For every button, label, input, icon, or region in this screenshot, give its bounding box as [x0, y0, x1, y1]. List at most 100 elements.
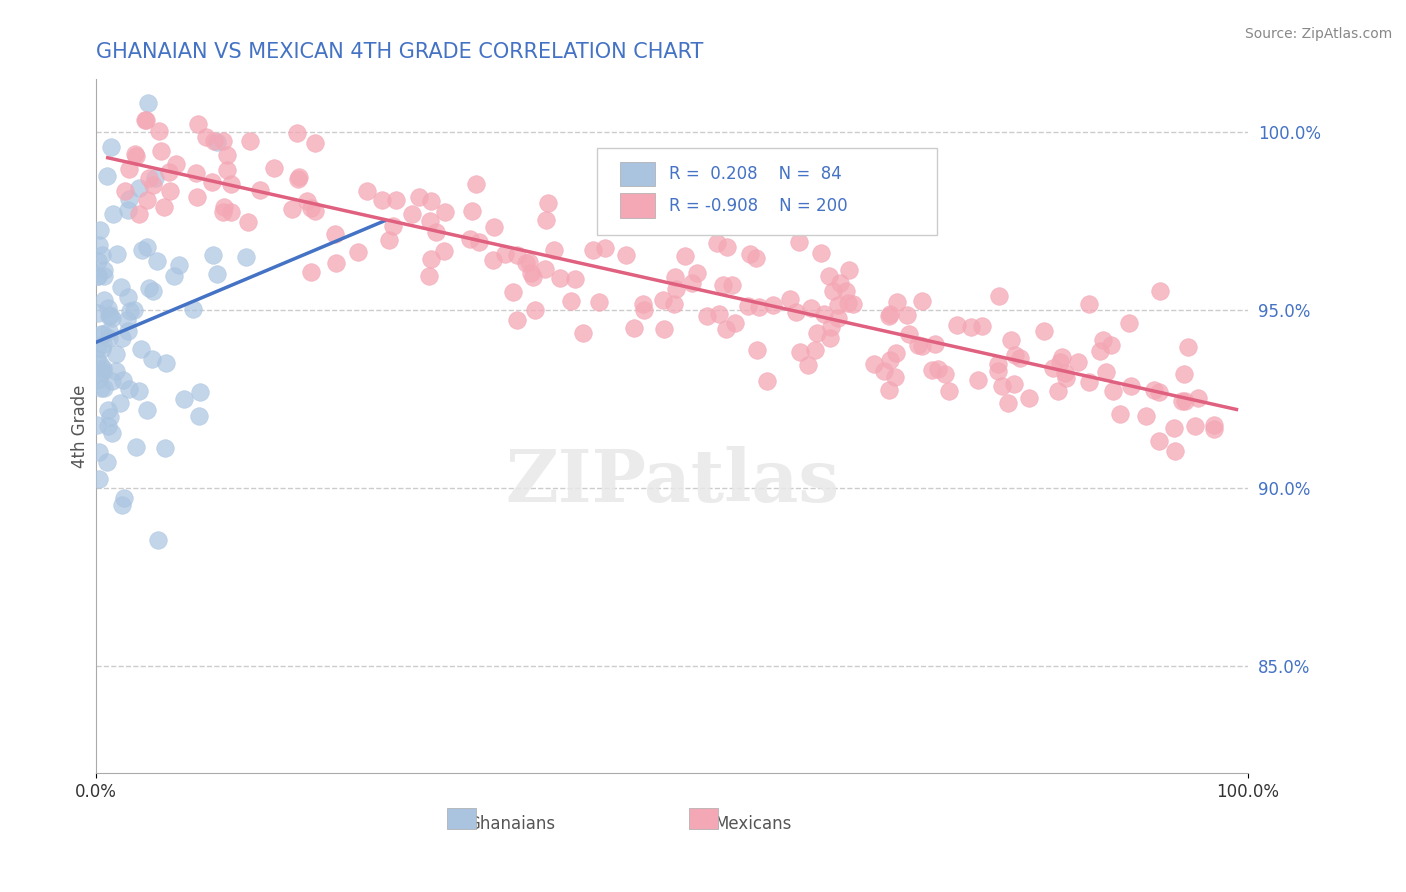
Point — [141, 351, 163, 366]
Point — [153, 441, 176, 455]
Point — [105, 364, 128, 378]
Point — [117, 325, 139, 339]
Point — [181, 301, 204, 316]
Point — [385, 193, 408, 207]
Point — [1094, 365, 1116, 379]
Point — [879, 352, 901, 367]
Point — [1004, 348, 1026, 362]
Point — [582, 243, 605, 257]
Point — [89, 357, 111, 371]
Point — [110, 280, 132, 294]
Point — [86, 352, 108, 367]
Point — [97, 301, 120, 315]
Point — [101, 426, 124, 441]
Point — [131, 243, 153, 257]
Point — [86, 341, 108, 355]
Point — [987, 357, 1010, 371]
Point — [911, 339, 934, 353]
Point — [219, 205, 242, 219]
Point — [686, 266, 709, 280]
Point — [118, 162, 141, 177]
Point — [837, 295, 859, 310]
Point — [212, 200, 235, 214]
Point — [157, 165, 180, 179]
Point — [87, 372, 110, 386]
Point — [129, 342, 152, 356]
Point — [136, 240, 159, 254]
Point — [98, 309, 121, 323]
Point — [114, 184, 136, 198]
Point — [211, 205, 233, 219]
Point — [588, 295, 610, 310]
Point — [287, 172, 309, 186]
Point — [515, 255, 537, 269]
Point — [959, 319, 981, 334]
Point — [970, 318, 993, 333]
Point — [924, 337, 946, 351]
Point — [304, 136, 326, 150]
Point — [419, 252, 441, 267]
Point — [125, 149, 148, 163]
Point — [382, 219, 405, 233]
Point — [105, 247, 128, 261]
Point — [1187, 391, 1209, 405]
Point — [155, 356, 177, 370]
Point — [997, 396, 1019, 410]
Point — [988, 289, 1011, 303]
Point — [425, 225, 447, 239]
Point — [433, 204, 456, 219]
Point — [1135, 409, 1157, 423]
Point — [87, 444, 110, 458]
Point — [93, 381, 115, 395]
Point — [966, 373, 988, 387]
Point — [1109, 407, 1132, 421]
Point — [877, 383, 900, 397]
Point — [136, 403, 159, 417]
Text: Source: ZipAtlas.com: Source: ZipAtlas.com — [1244, 27, 1392, 41]
Point — [285, 126, 308, 140]
Point — [633, 303, 655, 318]
Point — [696, 310, 718, 324]
Point — [1067, 355, 1090, 369]
Point — [1101, 384, 1123, 399]
Point — [709, 307, 731, 321]
Point — [1078, 297, 1101, 311]
Point — [118, 304, 141, 318]
Point — [104, 347, 127, 361]
Point — [1174, 393, 1197, 408]
Point — [830, 276, 852, 290]
Point — [108, 395, 131, 409]
Point — [879, 307, 901, 321]
Point — [89, 237, 111, 252]
Point — [91, 248, 114, 262]
Bar — [447, 808, 477, 829]
Point — [896, 309, 918, 323]
Point — [111, 498, 134, 512]
Point — [304, 203, 326, 218]
Point — [128, 384, 150, 398]
Point — [800, 301, 823, 315]
Point — [187, 409, 209, 424]
Point — [873, 364, 896, 378]
Point — [1177, 341, 1199, 355]
Point — [236, 214, 259, 228]
Point — [468, 235, 491, 249]
Point — [737, 299, 759, 313]
Point — [93, 293, 115, 308]
Point — [205, 267, 228, 281]
Point — [201, 175, 224, 189]
Point — [572, 326, 595, 340]
Point — [91, 361, 114, 376]
Point — [820, 320, 842, 334]
Point — [803, 343, 825, 357]
Point — [117, 203, 139, 218]
Point — [877, 309, 900, 323]
Point — [721, 277, 744, 292]
Point — [118, 192, 141, 206]
Point — [1147, 385, 1170, 400]
Point — [534, 212, 557, 227]
Point — [1099, 338, 1122, 352]
Text: Mexicans: Mexicans — [714, 815, 792, 833]
Point — [96, 455, 118, 469]
FancyBboxPatch shape — [598, 148, 936, 235]
